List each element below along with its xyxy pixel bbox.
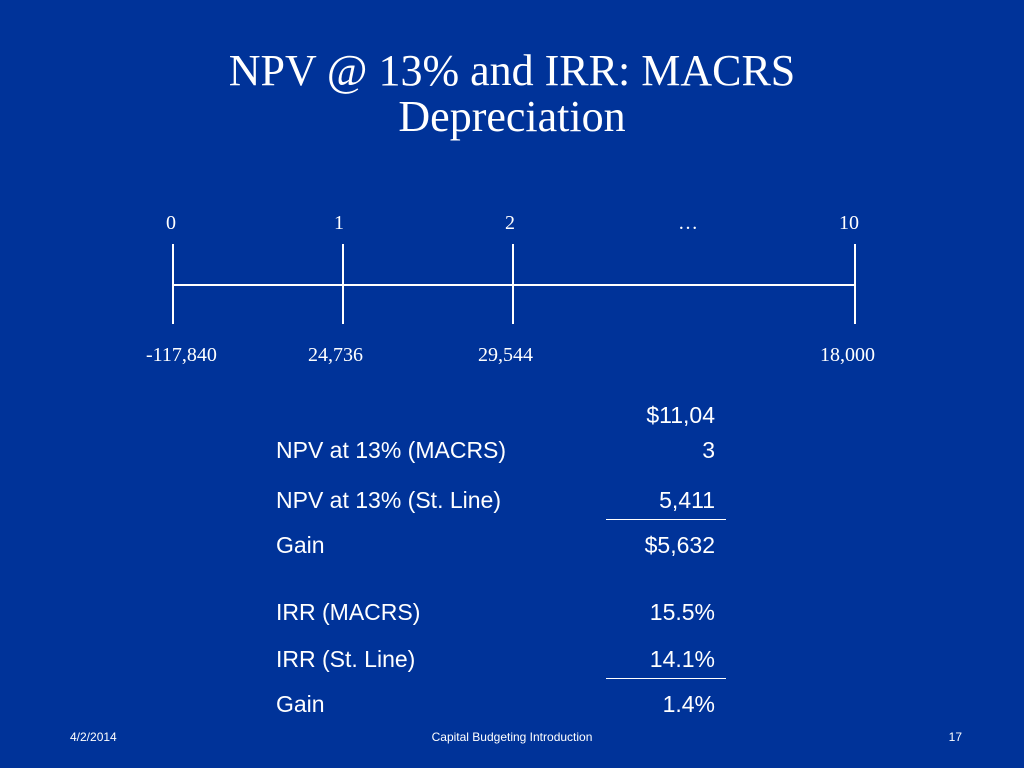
irr-macrs-value: 15.5%: [649, 599, 715, 625]
slide-title-line-1: NPV @ 13% and IRR: MACRS: [228, 46, 796, 95]
period-label-ellipsis: …: [678, 212, 698, 234]
irr-macrs-label: IRR (MACRS): [276, 599, 421, 625]
slide-title: NPV @ 13% and IRR: MACRS Depreciation: [100, 48, 924, 140]
timeline-tick-1: [342, 244, 344, 324]
cash-flow-1: 24,736: [308, 344, 363, 366]
footer-page-number: 17: [948, 730, 962, 744]
cash-flow-0: -117,840: [146, 344, 217, 366]
npv-gain-value: $5,632: [644, 532, 715, 558]
npv-sl-value: 5,411: [659, 487, 715, 513]
timeline-tick-2: [512, 244, 514, 324]
irr-gain-label: Gain: [276, 691, 325, 717]
npv-macrs-label: NPV at 13% (MACRS): [276, 437, 507, 463]
irr-subtotal-rule: [606, 678, 726, 679]
npv-subtotal-rule: [606, 519, 726, 520]
irr-sl-value: 14.1%: [649, 646, 715, 672]
cash-flow-2: 29,544: [478, 344, 533, 366]
footer-title: Capital Budgeting Introduction: [431, 730, 593, 744]
period-label-10: 10: [839, 212, 859, 234]
npv-macrs-value-line-2: 3: [702, 437, 715, 463]
slide-title-line-2: Depreciation: [398, 92, 626, 141]
period-label-1: 1: [334, 212, 344, 234]
cash-flow-10: 18,000: [820, 344, 875, 366]
period-label-2: 2: [505, 212, 515, 234]
npv-macrs-value-line-1: $11,04: [646, 402, 715, 428]
footer-date: 4/2/2014: [70, 730, 117, 744]
npv-sl-label: NPV at 13% (St. Line): [276, 487, 501, 513]
irr-gain-value: 1.4%: [662, 691, 715, 717]
timeline-tick-10: [854, 244, 856, 324]
irr-sl-label: IRR (St. Line): [276, 646, 416, 672]
timeline-tick-0: [172, 244, 174, 324]
npv-gain-label: Gain: [276, 532, 325, 558]
timeline-axis: [173, 284, 856, 286]
period-label-0: 0: [166, 212, 176, 234]
